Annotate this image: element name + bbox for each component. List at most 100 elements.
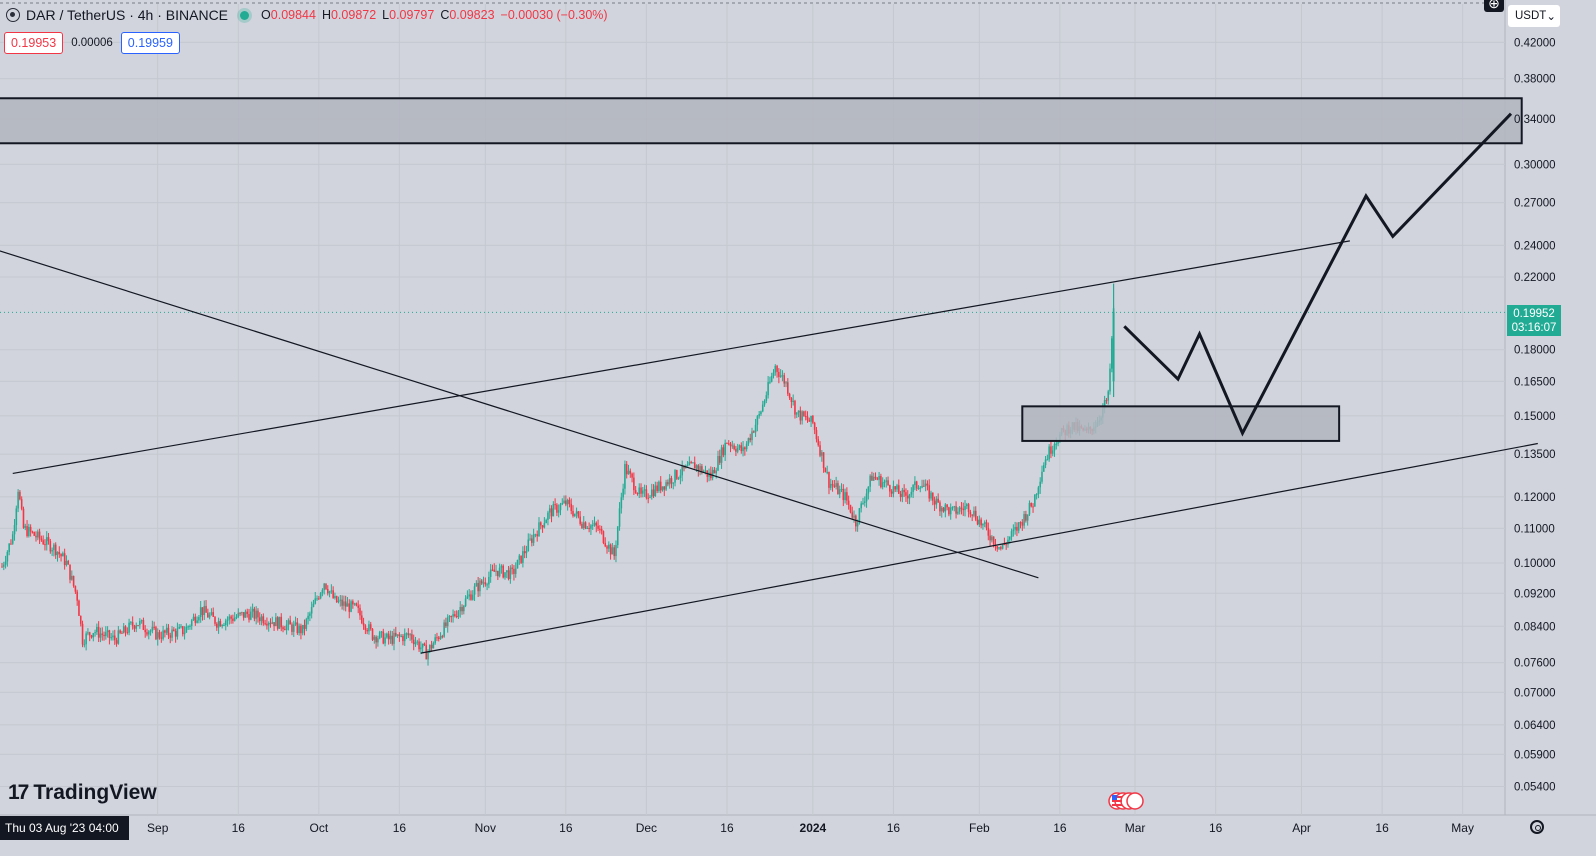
candle-body (509, 567, 512, 580)
candle-body (1023, 514, 1025, 526)
candle-body (896, 485, 898, 490)
price-tick-label: 0.15000 (1514, 411, 1556, 423)
candle-body (1021, 522, 1024, 526)
candle-body (982, 523, 984, 526)
candle-body (1046, 459, 1049, 461)
candle-body (701, 466, 703, 473)
economic-events-icon[interactable] (1106, 792, 1146, 810)
candle-body (532, 534, 535, 543)
buy-button[interactable]: 0.19959 (120, 32, 180, 54)
candle-body (133, 625, 136, 629)
time-axis[interactable]: Sep 16 Oct 16 Nov 16 Dec 16 2024 16 Feb 16 Mar 16 Apr 1… (147, 821, 1474, 835)
candle-body (471, 594, 474, 600)
candle-body (824, 468, 827, 473)
candle-body (409, 634, 411, 636)
candle-body (81, 623, 84, 645)
candle-body (978, 519, 981, 525)
candle-body (570, 503, 573, 511)
candle-body (226, 619, 229, 621)
candle-body (461, 606, 463, 612)
candle-body (28, 526, 30, 537)
candle-body (151, 626, 154, 631)
candle-body (831, 483, 834, 486)
candle-body (58, 551, 61, 555)
candles-layer (1, 283, 1115, 666)
candle-body (638, 487, 641, 494)
candle-body (688, 461, 691, 466)
candle-body (362, 623, 365, 626)
candle-body (454, 614, 456, 617)
price-tick-label: 0.13500 (1514, 449, 1556, 461)
candle-body (724, 442, 726, 456)
candle-body (106, 630, 109, 633)
candle-body (543, 523, 546, 528)
candle-body (47, 537, 50, 542)
candle-body (212, 612, 215, 617)
candle-body (470, 594, 472, 600)
candle-body (491, 569, 494, 571)
candle-body (529, 538, 531, 540)
candle-body (926, 483, 929, 486)
candle-body (756, 416, 759, 425)
candle-body (645, 489, 648, 498)
currency-selector[interactable]: USDT ⌄ (1508, 5, 1560, 27)
candle-body (844, 492, 846, 501)
candle-body (602, 531, 605, 543)
candle-body (545, 519, 547, 524)
candle-body (792, 400, 794, 402)
candle-body (405, 633, 408, 635)
candle-body (411, 634, 413, 640)
candle-body (932, 492, 934, 501)
tradingview-logo[interactable]: 17 TradingView (8, 781, 157, 805)
candle-body (377, 638, 379, 643)
candle-body (335, 596, 338, 603)
candle-body (40, 538, 43, 541)
price-axis[interactable]: 0.42000 0.38000 0.34000 0.30000 0.27000 0.240… (1514, 37, 1556, 793)
candle-body (987, 527, 990, 536)
candle-body (436, 637, 438, 639)
candle-body (17, 491, 19, 509)
candle-body (812, 415, 814, 423)
candle-body (63, 553, 66, 566)
candle-body (704, 470, 707, 472)
candle-body (967, 504, 970, 512)
candle-body (445, 622, 447, 627)
candle-body (112, 635, 114, 638)
candle-body (174, 630, 177, 637)
candle-body (538, 522, 540, 537)
candle-body (778, 371, 780, 377)
candle-body (328, 591, 331, 594)
candle-body (677, 477, 680, 479)
candle-body (962, 508, 965, 511)
add-plus-icon[interactable]: ⊕ (1484, 0, 1504, 12)
trendline (0, 250, 1039, 579)
symbol-header: DAR / TetherUS · 4h · BINANCE O0.09844 H… (6, 7, 608, 23)
candle-body (923, 485, 925, 487)
candle-body (636, 493, 639, 495)
candle-body (808, 420, 811, 422)
candle-body (817, 439, 820, 446)
candle-body (126, 632, 129, 634)
settings-gear-icon[interactable] (1530, 820, 1544, 834)
candle-body (285, 624, 288, 631)
candle-body (568, 499, 571, 504)
candle-body (917, 487, 920, 489)
candle-body (284, 629, 286, 631)
candle-body (520, 555, 522, 563)
candle-body (276, 617, 279, 629)
candle-body (441, 636, 444, 638)
candle-body (609, 544, 612, 555)
candle-body (99, 633, 102, 638)
candle-body (557, 510, 560, 513)
sell-button[interactable]: 0.19953 (4, 32, 64, 54)
candle-body (1042, 465, 1045, 472)
symbol-title[interactable]: DAR / TetherUS · 4h · BINANCE (26, 7, 229, 23)
candle-body (763, 400, 766, 405)
candle-body (74, 585, 77, 592)
market-status-icon (240, 10, 250, 20)
candle-body (189, 625, 191, 627)
candle-body (298, 625, 300, 634)
candle-body (477, 582, 479, 592)
candle-body (24, 526, 27, 528)
